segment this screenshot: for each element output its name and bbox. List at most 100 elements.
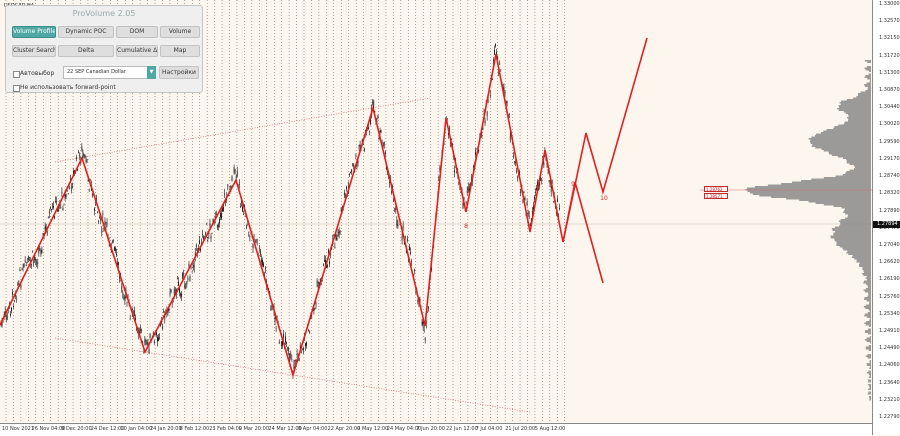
- volume-profile-bar: [844, 208, 871, 210]
- candle-body: [149, 333, 151, 338]
- vp-level-label: 1.28762: [704, 186, 728, 192]
- candle-body: [356, 165, 358, 167]
- candle-body: [361, 140, 363, 142]
- volume-profile-bar: [842, 157, 871, 159]
- volume-profile-bar: [845, 112, 871, 114]
- candle-body: [261, 259, 262, 262]
- candle-body: [258, 247, 260, 249]
- volume-profile-bar: [866, 340, 871, 342]
- candle-body: [79, 154, 81, 158]
- candle-body: [515, 162, 516, 163]
- volume-profile-bar: [861, 273, 871, 275]
- cumulative-delta-button[interactable]: Cumulative Δ: [116, 45, 158, 57]
- candle-body: [45, 225, 47, 230]
- volume-profile-bar: [837, 108, 871, 110]
- candle-body: [13, 306, 14, 307]
- candle-body: [324, 259, 325, 262]
- candle-body: [503, 87, 505, 90]
- candle-body: [363, 147, 365, 152]
- volume-button[interactable]: Volume: [160, 26, 200, 38]
- candle-body: [208, 233, 210, 234]
- candle-body: [126, 302, 128, 304]
- candle-body: [318, 282, 320, 285]
- candle-body: [300, 352, 302, 354]
- candle-body: [242, 206, 243, 212]
- time-tick-label: 24 Dec 12:00: [90, 426, 125, 432]
- candle-body: [133, 310, 135, 317]
- candle-body: [103, 229, 105, 231]
- settings-button[interactable]: Настройки: [159, 66, 199, 79]
- candle-body: [157, 337, 158, 342]
- price-axis[interactable]: 1.33000 1.32570 1.32150 1.31720 1.31300 1.308…: [872, 0, 900, 435]
- candle-body: [140, 329, 142, 331]
- candle-body: [87, 179, 89, 182]
- candle-body: [496, 52, 497, 56]
- candle-body: [19, 269, 21, 271]
- dom-button[interactable]: DOM: [116, 26, 158, 38]
- time-axis[interactable]: 10 Nov 2021 26 Nov 04:00 9 Dec 20:00 24 Dec…: [0, 423, 872, 436]
- cluster-search-button[interactable]: Cluster Search: [12, 45, 56, 57]
- candle-body: [153, 341, 155, 343]
- candle-body: [353, 164, 355, 170]
- candle-body: [290, 354, 292, 356]
- candle-body: [88, 189, 90, 191]
- map-button[interactable]: Map: [160, 45, 200, 57]
- candle-body: [425, 320, 427, 324]
- price-tick-label: 1.27890: [879, 207, 900, 214]
- volume-profile-bar: [866, 321, 871, 323]
- volume-profile-bar: [863, 289, 871, 291]
- volume-profile-bar: [752, 193, 871, 195]
- volume-profile-bar: [869, 375, 871, 377]
- volume-profile-bar: [792, 181, 871, 183]
- price-tick-label: 1.24490: [879, 345, 900, 352]
- volume-profile-button[interactable]: Volume Profile: [12, 26, 56, 38]
- volume-profile-bar: [833, 234, 871, 236]
- candle-body: [57, 208, 59, 212]
- candle-body: [207, 237, 209, 239]
- candle-body: [343, 192, 345, 196]
- candle-body: [192, 264, 194, 268]
- candle-body: [252, 243, 254, 249]
- candle-body: [96, 198, 97, 200]
- candle-body: [504, 91, 506, 94]
- price-chart: 8 9 10: [0, 0, 872, 423]
- dynamic-poc-button[interactable]: Dynamic POC: [58, 26, 114, 38]
- candle-body: [274, 316, 276, 322]
- candle-body: [84, 154, 86, 157]
- chevron-down-icon[interactable]: ▼: [147, 66, 156, 79]
- volume-profile-bar: [868, 384, 871, 386]
- auto-select-checkbox[interactable]: [13, 71, 20, 78]
- candle-body: [559, 207, 560, 209]
- volume-profile-bar: [869, 367, 871, 369]
- candle-body: [227, 184, 229, 187]
- volume-profile-bar: [843, 111, 871, 113]
- candle-body: [494, 49, 495, 55]
- candle-body: [243, 214, 244, 216]
- volume-profile-bar: [856, 96, 871, 98]
- candle-body: [187, 277, 189, 280]
- candle-body: [351, 169, 353, 173]
- candle-body: [530, 218, 532, 219]
- volume-profile-bar: [865, 277, 871, 279]
- volume-profile-bar: [869, 301, 871, 303]
- volume-profile-bar: [869, 318, 871, 320]
- candle-body: [121, 286, 123, 290]
- delta-button[interactable]: Delta: [58, 45, 114, 57]
- candle-body: [380, 129, 382, 133]
- time-tick-label: 10 Jan 04:00: [120, 426, 153, 432]
- time-tick-label: 9 May 12:00: [357, 426, 389, 432]
- time-tick-label: 23 Feb 04:00: [209, 426, 242, 432]
- zigzag-line: [0, 53, 564, 378]
- candle-body: [352, 163, 354, 167]
- candle-body: [246, 225, 248, 228]
- volume-profile-bar: [868, 381, 871, 383]
- volume-profile-bar: [869, 310, 871, 312]
- candle-body: [215, 213, 217, 215]
- forward-point-checkbox[interactable]: [13, 85, 20, 92]
- candle-body: [221, 213, 222, 219]
- candle-body: [188, 264, 190, 267]
- candle-body: [159, 337, 160, 339]
- symbol-select[interactable]: 22 SEP Canadian Dollar: [63, 66, 155, 79]
- candle-body: [217, 224, 219, 227]
- volume-profile-bar: [865, 90, 871, 92]
